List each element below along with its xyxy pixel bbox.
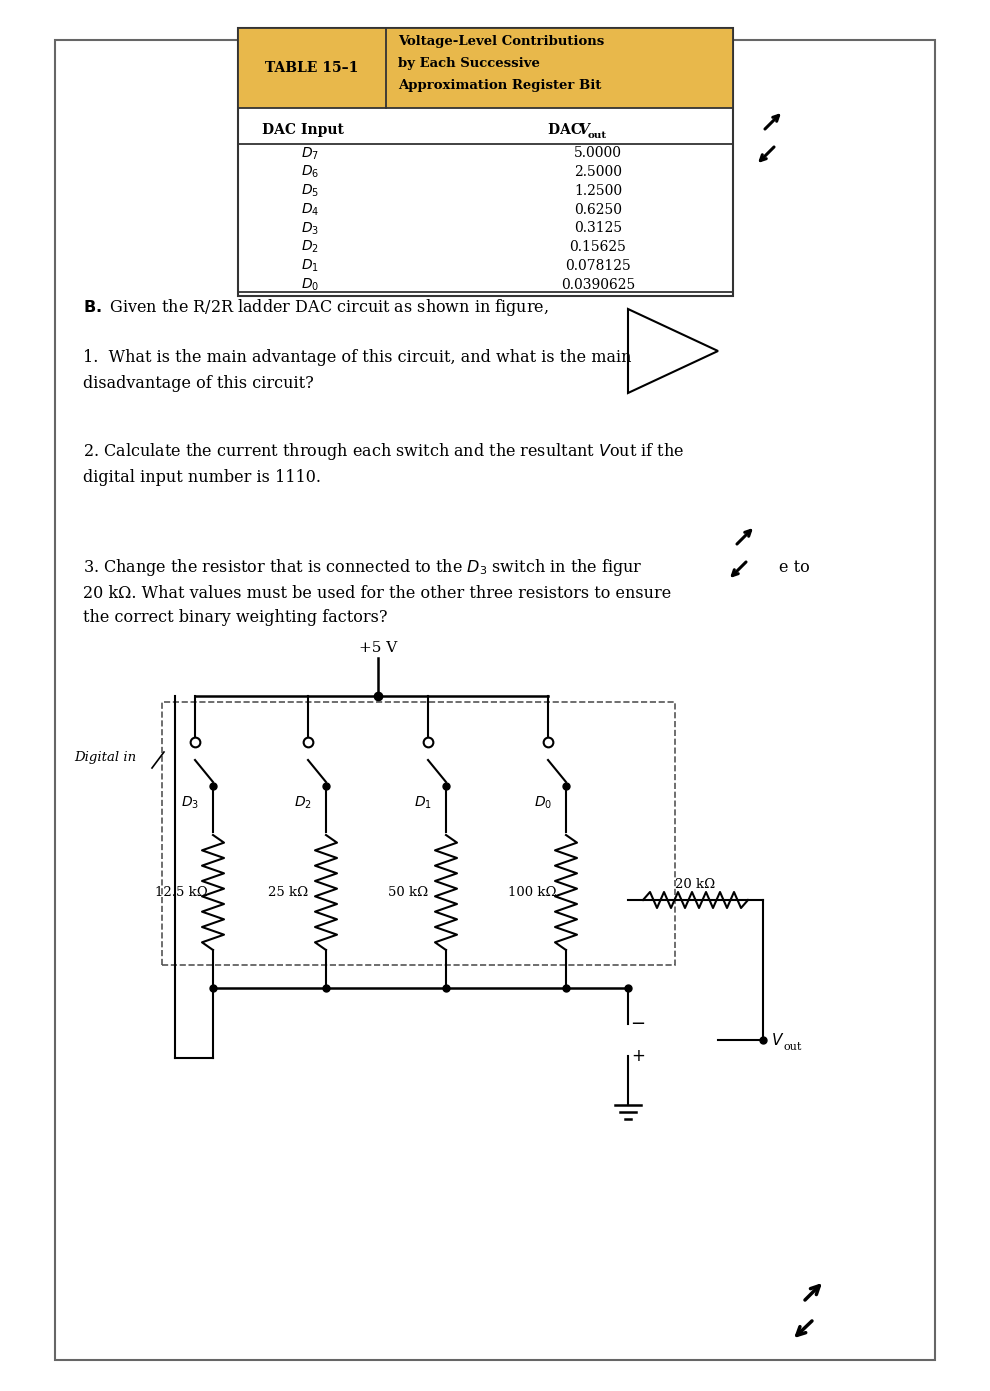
Text: Approximation Register Bit: Approximation Register Bit [398,79,601,92]
Text: e to: e to [779,559,810,576]
Text: disadvantage of this circuit?: disadvantage of this circuit? [83,376,314,392]
Text: $D_4$: $D_4$ [301,202,319,218]
Text: $D_3$: $D_3$ [181,794,199,811]
Text: 2. Calculate the current through each switch and the resultant $\it{V}$out if th: 2. Calculate the current through each sw… [83,441,684,462]
Text: 2.5000: 2.5000 [574,166,622,179]
Text: 0.0390625: 0.0390625 [561,278,636,292]
Text: $\it{V}$: $\it{V}$ [771,1032,784,1047]
Text: the correct binary weighting factors?: the correct binary weighting factors? [83,609,387,626]
Text: 1.2500: 1.2500 [574,184,622,198]
Text: 100 kΩ: 100 kΩ [508,886,556,899]
Text: 0.15625: 0.15625 [569,241,627,255]
Text: $D_5$: $D_5$ [301,182,319,199]
Text: 3. Change the resistor that is connected to the $D_3$ switch in the figur: 3. Change the resistor that is connected… [83,558,643,579]
Text: 0.078125: 0.078125 [565,259,631,273]
Text: 1.  What is the main advantage of this circuit, and what is the main: 1. What is the main advantage of this ci… [83,349,632,366]
Text: $D_2$: $D_2$ [301,239,319,256]
Text: 12.5 kΩ: 12.5 kΩ [155,886,208,899]
Bar [162,702,675,965]
Text: +5 V: +5 V [358,641,397,655]
Text: 20 kΩ: 20 kΩ [675,878,715,890]
Bar [238,28,733,108]
Bar [238,28,733,296]
Text: DAC: DAC [548,122,587,136]
Text: DAC Input: DAC Input [262,122,344,136]
Text: $D_1$: $D_1$ [414,794,432,811]
Text: $D_0$: $D_0$ [301,277,319,294]
Text: Digital in: Digital in [74,751,137,765]
Text: 25 kΩ: 25 kΩ [268,886,308,899]
Text: 5.0000: 5.0000 [574,146,622,160]
Text: $D_2$: $D_2$ [294,794,312,811]
Text: Voltage-Level Contributions: Voltage-Level Contributions [398,36,604,49]
Text: $D_6$: $D_6$ [301,164,319,181]
Text: $\mathbf{B.}$ Given the R/2R ladder DAC circuit as shown in figure,: $\mathbf{B.}$ Given the R/2R ladder DAC … [83,298,548,319]
Text: out: out [783,1042,801,1052]
Text: $D_7$: $D_7$ [301,145,319,161]
Text: 0.6250: 0.6250 [574,203,622,217]
Text: $D_0$: $D_0$ [534,794,552,811]
Text: −: − [631,1015,645,1034]
Text: $D_3$: $D_3$ [301,220,319,236]
Text: V: V [578,122,589,136]
Text: by Each Successive: by Each Successive [398,57,540,71]
Text: $D_1$: $D_1$ [301,257,319,274]
Bar [55,40,935,1360]
Text: 20 kΩ. What values must be used for the other three resistors to ensure: 20 kΩ. What values must be used for the … [83,584,671,601]
Text: 50 kΩ: 50 kΩ [388,886,428,899]
Text: +: + [631,1047,644,1066]
Text: out: out [588,131,607,139]
Text: 0.3125: 0.3125 [574,221,622,235]
Text: digital input number is 1110.: digital input number is 1110. [83,470,321,487]
Text: TABLE 15–1: TABLE 15–1 [265,61,358,75]
